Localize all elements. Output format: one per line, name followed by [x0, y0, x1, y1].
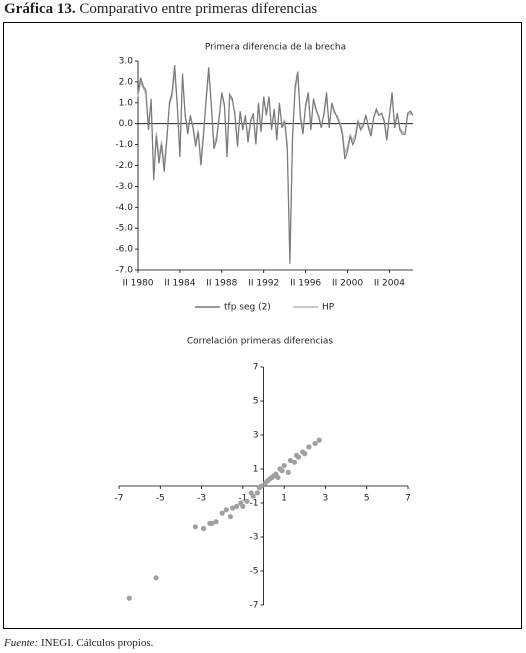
scatter-point [291, 459, 298, 465]
y-tick-label: -5 [250, 567, 259, 577]
x-tick-label: 5 [364, 494, 370, 504]
scatter-point [281, 463, 287, 469]
scatter-point [285, 469, 291, 475]
frame [3, 22, 522, 629]
scatter-point [207, 520, 213, 527]
y-tick-label: 3.0 [119, 57, 134, 67]
y-tick-label: -1.0 [115, 140, 133, 150]
scatter-point [244, 498, 250, 504]
scatter-point [312, 440, 318, 447]
scatter-point [269, 474, 275, 481]
x-tick-label: II 1984 [164, 279, 195, 289]
y-tick-label: 5 [253, 397, 259, 407]
chart-title: Primera diferencia de la brecha [205, 43, 346, 53]
scatter-point [219, 510, 225, 516]
scatter-point [265, 478, 271, 484]
x-tick-label: II 1992 [248, 279, 279, 289]
figure-label: Gráfica 13. [4, 1, 76, 17]
scatter-point [277, 466, 283, 472]
y-tick-label: -5.0 [115, 224, 133, 234]
chart-title: Correlación primeras diferencias [187, 336, 334, 347]
scatter-point [227, 514, 234, 520]
y-tick-label: -3.0 [115, 182, 133, 192]
y-tick-label: -6.0 [115, 245, 133, 255]
scatter-point [273, 471, 279, 477]
x-tick-label: -3 [197, 494, 206, 504]
x-tick-label: -5 [156, 494, 165, 504]
figure-title: Comparativo entre primeras diferencias [79, 1, 317, 17]
y-tick-label: 0.0 [119, 119, 134, 129]
scatter-point [238, 500, 244, 506]
footer: Fuente: INEGI. Cálculos propios. [3, 637, 154, 649]
scatter-point [248, 490, 254, 496]
y-tick-label: -7 [250, 601, 259, 611]
line-series [137, 65, 414, 264]
x-tick-label: 3 [323, 494, 329, 504]
footer-label: Fuente: [3, 637, 38, 649]
y-tick-label: 3 [253, 431, 259, 441]
scatter-point [256, 485, 262, 491]
footer-source: INEGI. Cálculos propios. [41, 637, 154, 649]
scatter-point [302, 451, 308, 457]
x-tick-label: 7 [405, 494, 411, 504]
y-tick-label: -2.0 [115, 161, 133, 171]
y-tick-label: -3 [250, 533, 259, 543]
scatter-point [126, 595, 132, 601]
scatter-point [316, 437, 322, 443]
y-tick-label: -4.0 [115, 203, 133, 213]
scatter-point [223, 507, 229, 513]
x-tick-label: II 2000 [332, 279, 363, 289]
x-tick-label: II 1996 [290, 279, 321, 289]
y-tick-label: 1 [253, 465, 259, 475]
x-tick-label: -1 [238, 494, 247, 504]
scatter-point [213, 519, 219, 525]
scatter-point [201, 525, 207, 532]
y-tick-label: 7 [253, 363, 259, 373]
scatter-point [254, 490, 260, 496]
scatter-point [234, 503, 240, 509]
y-tick-label: 2.0 [119, 77, 134, 87]
scatter-point [293, 452, 300, 458]
scatter-point [287, 457, 293, 464]
y-tick-label: 1.0 [119, 98, 134, 108]
legend-label: HP [322, 303, 335, 313]
x-tick-label: II 2004 [374, 279, 405, 289]
y-tick-label: -1 [250, 499, 259, 509]
y-tick-label: -7.0 [115, 266, 133, 276]
page-title: Gráfica 13. Comparativo entre primeras d… [4, 1, 317, 17]
x-tick-label: II 1980 [122, 279, 153, 289]
x-tick-label: 1 [281, 494, 287, 504]
scatter-point [306, 444, 312, 450]
scatter-point [229, 505, 236, 511]
scatter-point [192, 524, 198, 530]
x-tick-label: -7 [115, 494, 124, 504]
scatter-point [153, 575, 159, 581]
x-tick-label: II 1988 [206, 279, 237, 289]
line-series [137, 71, 414, 258]
legend-label: tfp seg (2) [224, 303, 271, 313]
